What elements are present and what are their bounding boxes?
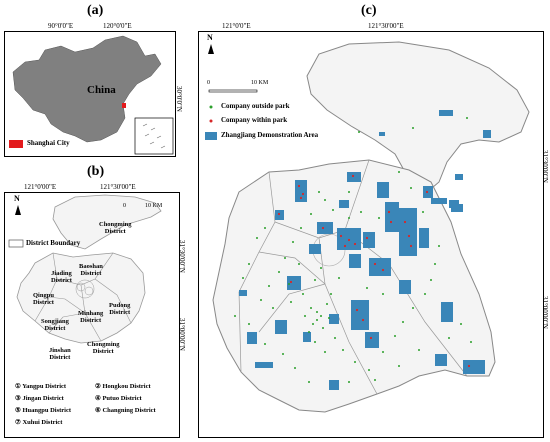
district-label-minhang: Minhang District (78, 310, 104, 324)
shanghai-marker (122, 103, 126, 108)
panel-c-label: (c) (361, 3, 377, 18)
panel-c-top-coord-1: 121°0'0"E (222, 22, 251, 30)
district-label-chongming-north: Chongming District (99, 221, 132, 235)
panel-a-label: (a) (87, 3, 104, 18)
north-arrow-c (208, 44, 214, 54)
district-label-qingpu: Qingpu District (33, 292, 54, 306)
panel-b-top-coord-2: 121°30'00"E (100, 183, 136, 191)
district-label-pudong: Pudong District (109, 302, 131, 316)
legend-text-within: Company within park (221, 116, 288, 124)
district-label-baoshan: Baoshan District (79, 263, 103, 277)
panel-a-top-coord-1: 90°0'0"E (48, 22, 74, 30)
scale-end-c: 10 KM (251, 80, 269, 86)
key-item-6: ⑥ Changning District (95, 407, 156, 414)
panel-c-top-coord-2: 121°30'00"E (368, 22, 404, 30)
panel-a-frame: China Shanghai City (4, 31, 176, 157)
shanghai-mainland-c (212, 159, 496, 413)
district-boundary-legend-swatch (8, 239, 24, 248)
district-boundary-legend-label: District Boundary (26, 239, 81, 247)
shanghai-legend-swatch (9, 140, 23, 148)
key-item-4: ④ Putuo District (95, 395, 142, 402)
china-landmass (12, 35, 162, 143)
chongming-island-c (306, 41, 530, 195)
companies-outside-park (234, 117, 472, 383)
zhangjiang-patches (239, 110, 491, 390)
companies-within-park (277, 174, 471, 368)
key-item-3: ③ Jingan District (15, 395, 64, 402)
south-china-sea-inset (134, 117, 174, 155)
shanghai-mainland-b (16, 252, 146, 344)
shanghai-legend-label: Shanghai City (27, 139, 70, 147)
key-item-2: ② Hongkou District (95, 383, 151, 390)
panel-a-top-coord-2: 120°0'0"E (103, 22, 132, 30)
panel-b-frame: N 0 10 KM District Boundary Chongming Di… (4, 192, 180, 438)
panel-a-side-coord: 30°0'0"N (175, 86, 183, 112)
district-label-songjiang: Songjiang District (41, 318, 69, 332)
legend-text-outside: Company outside park (221, 102, 290, 110)
legend-text-zhangjiang: Zhangjiang Demonstration Area (221, 131, 319, 139)
scale-start-c: 0 (207, 80, 210, 86)
north-label-c: N (207, 33, 213, 42)
legend-label-outside: Company outside park (221, 102, 289, 110)
panel-c-frame: N 0 10 KM Company outside park Company w… (198, 31, 544, 438)
scale-end-b: 10 KM (145, 203, 163, 209)
legend-box-zhangjiang (205, 132, 217, 140)
legend-dot-outside (209, 105, 213, 109)
shanghai-company-map (205, 41, 530, 413)
legend-label-within: Company within park (221, 116, 287, 124)
scale-start-b: 0 (123, 203, 126, 209)
chongming-island-b (52, 194, 162, 250)
legend-label-zhangjiang: Zhangjiang Demonstration Area (221, 131, 318, 139)
district-label-jiading: Jiading District (51, 270, 72, 284)
district-label-chongming-south: Chongming District (87, 341, 120, 355)
legend-dot-within (209, 119, 213, 123)
north-label-b: N (14, 194, 20, 203)
key-item-7: ⑦ Xuhui District (15, 419, 63, 426)
china-label: China (87, 84, 116, 96)
scale-bar-c (208, 89, 258, 93)
china-map (9, 35, 174, 155)
panel-b-label: (b) (87, 164, 105, 179)
key-item-5: ⑤ Huangpu District (15, 407, 72, 414)
panel-b-top-coord-1: 121°0'00"E (24, 183, 57, 191)
key-item-1: ① Yangpu District (15, 383, 67, 390)
shanghai-district-map (5, 194, 179, 354)
north-arrow-b (15, 205, 21, 215)
district-label-jinshan: Jinshan District (49, 347, 71, 361)
